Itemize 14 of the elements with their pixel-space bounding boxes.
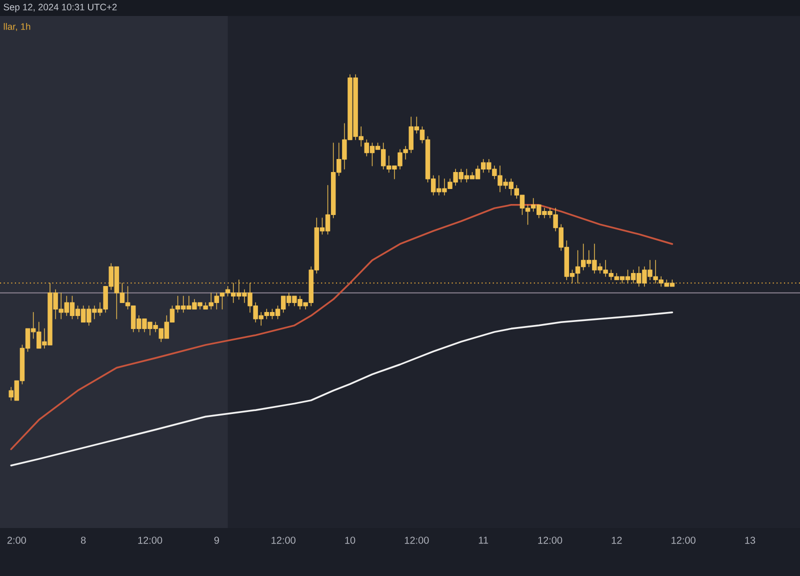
x-tick-label: 12:00 bbox=[272, 536, 296, 544]
x-tick-label: 8 bbox=[80, 536, 86, 544]
x-tick-label: 12 bbox=[612, 536, 622, 544]
x-tick-label: 9 bbox=[214, 536, 219, 544]
x-tick-label: 12:00 bbox=[138, 536, 162, 544]
chart-title: Sep 12, 2024 10:31 UTC+2 bbox=[4, 4, 117, 12]
x-tick-label: 12:00 bbox=[672, 536, 696, 544]
chart-subtitle: llar, 1h bbox=[4, 23, 30, 31]
x-tick-label: 10 bbox=[345, 536, 356, 544]
x-tick-label: 12:00 bbox=[404, 536, 429, 544]
x-tick-label: 12:00 bbox=[538, 536, 562, 544]
x-tick-label: 2:00 bbox=[7, 536, 26, 544]
x-tick-label: 13 bbox=[745, 536, 756, 544]
x-tick-label: 11 bbox=[478, 536, 488, 544]
